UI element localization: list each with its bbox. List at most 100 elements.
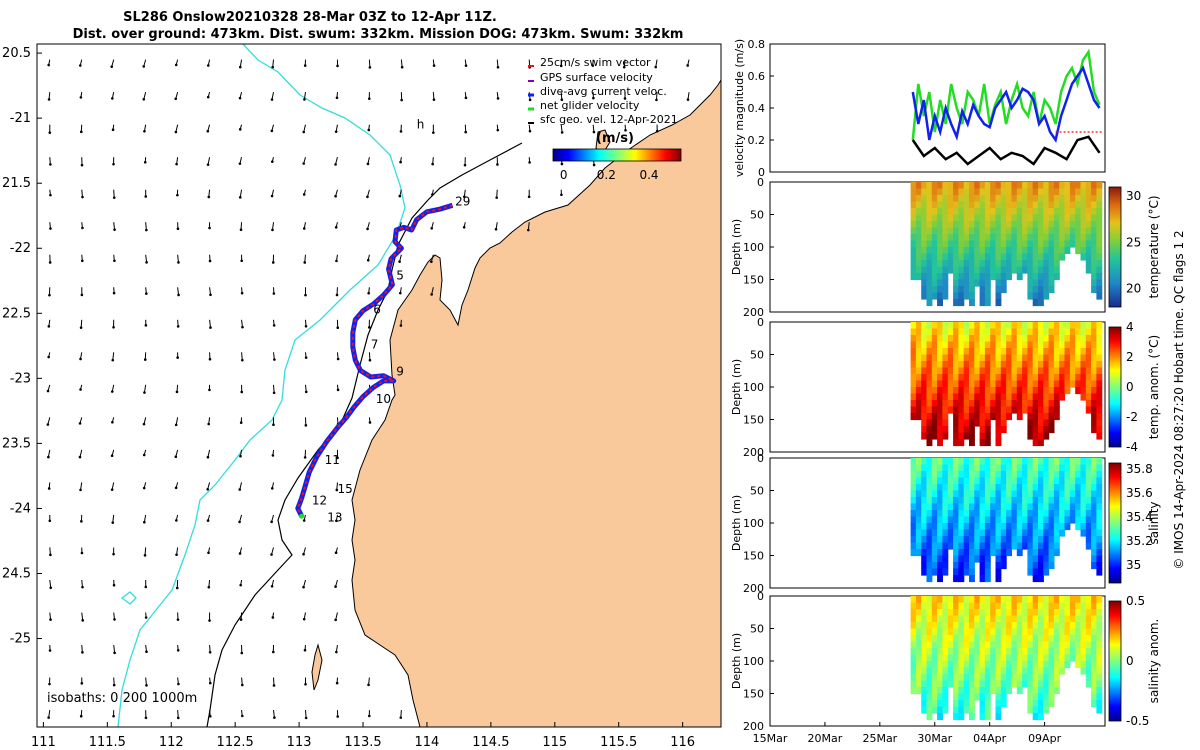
section-cell	[947, 335, 954, 343]
section-cell	[1085, 674, 1092, 682]
section-cell	[974, 477, 981, 485]
section-cell	[1053, 400, 1060, 408]
section-cell	[1027, 328, 1034, 336]
section-cell	[1075, 523, 1082, 531]
section-cell	[995, 635, 1002, 643]
section-cell	[969, 426, 975, 434]
section-cell	[995, 542, 1002, 550]
section-cell	[1000, 247, 1007, 255]
section-cell	[990, 413, 997, 421]
section-cell	[1075, 354, 1082, 362]
section-cell	[1091, 602, 1097, 610]
section-cell	[1027, 568, 1034, 576]
section-cell	[953, 575, 959, 583]
section-cell	[921, 221, 928, 229]
section-cell	[1038, 279, 1044, 287]
section-cell	[915, 400, 922, 408]
section-cell	[995, 182, 1002, 190]
velocity-vector-head	[144, 195, 148, 198]
section-cell	[931, 562, 938, 570]
section-cell	[984, 529, 991, 537]
section-cell	[1027, 635, 1034, 643]
section-cell	[1022, 490, 1028, 498]
velocity-vector-head	[174, 455, 178, 459]
section-cell	[1064, 516, 1071, 524]
section-cell	[1085, 354, 1092, 362]
section-cell	[995, 628, 1002, 636]
section-cell	[979, 477, 986, 485]
section-cell	[990, 260, 997, 268]
section-cell	[1027, 341, 1034, 349]
section-cell	[1064, 523, 1071, 531]
velocity-vector-head	[272, 324, 276, 327]
section-cell	[1085, 484, 1092, 492]
section-cell	[953, 260, 959, 268]
section-cell	[1091, 234, 1097, 242]
section-cell	[937, 387, 943, 395]
section-cell	[937, 240, 943, 248]
section-cell	[937, 322, 943, 330]
section-cell	[979, 426, 986, 434]
section-cell	[910, 464, 917, 472]
section-cell	[937, 648, 943, 656]
section-cell	[947, 214, 954, 222]
section-cell	[1091, 266, 1097, 274]
section-cell	[931, 700, 938, 708]
section-cell	[1027, 419, 1034, 427]
section-cell	[963, 367, 970, 375]
section-cell	[995, 555, 1002, 563]
section-cell	[1043, 341, 1050, 349]
section-cell	[1091, 503, 1097, 511]
section-cell	[921, 348, 928, 356]
section-cell	[979, 622, 986, 630]
time-tick-label: 30Mar	[917, 732, 952, 745]
section-cell	[1011, 380, 1018, 388]
section-cell	[931, 661, 938, 669]
section-cell	[1011, 635, 1018, 643]
section-cell	[910, 182, 917, 190]
section-cell	[995, 273, 1002, 281]
section-cell	[1080, 328, 1087, 336]
section-cell	[990, 497, 997, 505]
velocity-vector-head	[239, 618, 243, 621]
section-cell	[937, 706, 943, 714]
section-cell	[910, 341, 917, 349]
section-cell	[937, 562, 943, 570]
section-cell	[1016, 247, 1023, 255]
section-cell	[937, 654, 943, 662]
section-cell	[990, 214, 997, 222]
section-cell	[974, 328, 981, 336]
section-cell	[963, 354, 970, 362]
section-cell	[921, 328, 928, 336]
section-cell	[1096, 568, 1103, 576]
section-cell	[1006, 549, 1012, 557]
section-cell	[979, 687, 986, 695]
section-cell	[1027, 227, 1034, 235]
section-colorbar-tick: 4	[1126, 320, 1134, 334]
section-cell	[979, 361, 986, 369]
section-cell	[984, 464, 991, 472]
section-cell	[910, 227, 917, 235]
section-cell	[963, 393, 970, 401]
section-cell	[1043, 273, 1050, 281]
section-cell	[1069, 464, 1076, 472]
section-cell	[1006, 234, 1012, 242]
velocity-vector-head	[334, 226, 338, 229]
section-cell	[990, 516, 997, 524]
section-cell	[1096, 471, 1103, 479]
velocity-vector-head	[208, 357, 212, 361]
section-cell	[1032, 393, 1039, 401]
section-cell	[915, 188, 922, 196]
section-cell	[926, 393, 933, 401]
section-cell	[1022, 503, 1028, 511]
velocity-vector	[496, 189, 498, 198]
section-cell	[937, 693, 943, 701]
section-cell	[1080, 387, 1087, 395]
section-cell	[958, 419, 965, 427]
section-cell	[1059, 628, 1066, 636]
velocity-vector-head	[48, 682, 51, 686]
velocity-vector-head	[176, 618, 180, 621]
section-cell	[958, 341, 965, 349]
